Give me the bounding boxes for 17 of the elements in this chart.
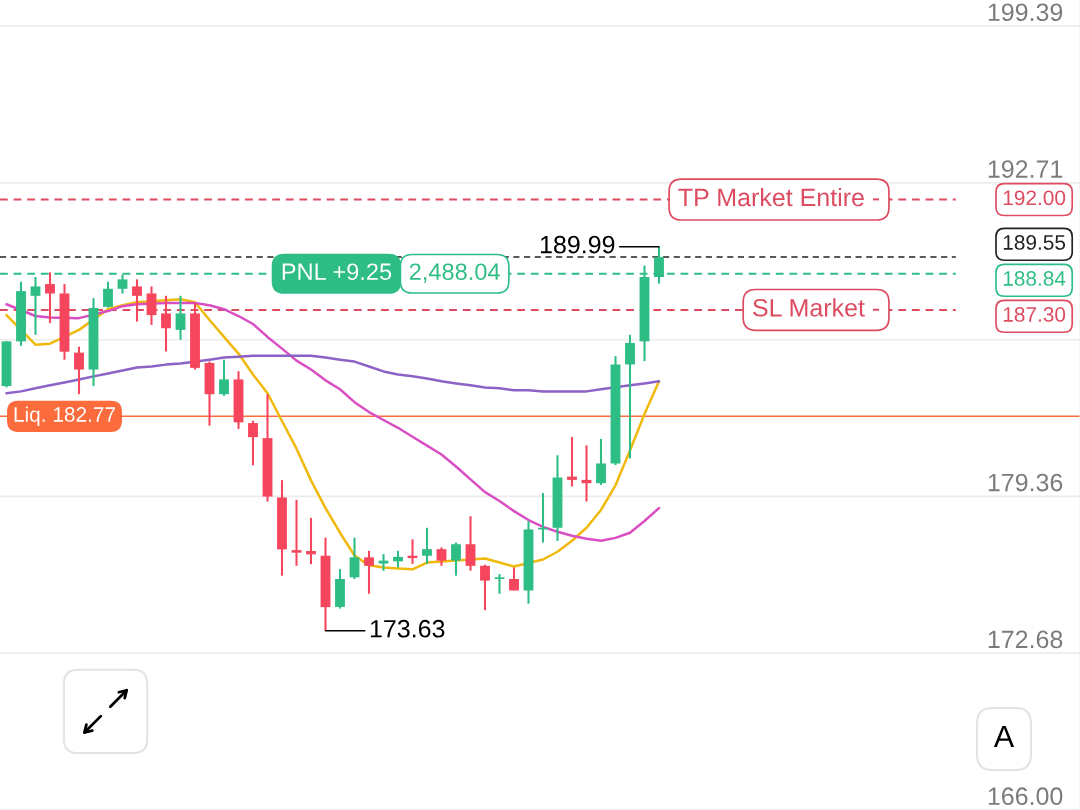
ref-line-label: SL Market - xyxy=(753,298,880,317)
ref-line-label: TP Market Entire - xyxy=(678,187,880,207)
y-tick-label: 166.00 xyxy=(988,787,1063,806)
ref-line-label: PNL +9.25 xyxy=(282,263,392,281)
y-tick-label: 172.68 xyxy=(988,630,1063,649)
text: 187.30 xyxy=(1003,307,1066,322)
y-tick-label: 199.39 xyxy=(988,3,1063,22)
y-tick-label: 192.71 xyxy=(988,160,1063,178)
text: A xyxy=(993,725,1015,747)
annotation: 173.63 xyxy=(370,619,445,638)
ref-line-label: Liq. 182.77 xyxy=(14,406,116,426)
text: 189.55 xyxy=(1003,235,1066,250)
text: 188.84 xyxy=(1003,271,1066,286)
annotation: 189.99 xyxy=(540,235,615,254)
annotation: 2,488.04 xyxy=(409,263,500,283)
y-tick-label: 179.36 xyxy=(988,473,1063,492)
text: 192.00 xyxy=(1003,190,1066,206)
